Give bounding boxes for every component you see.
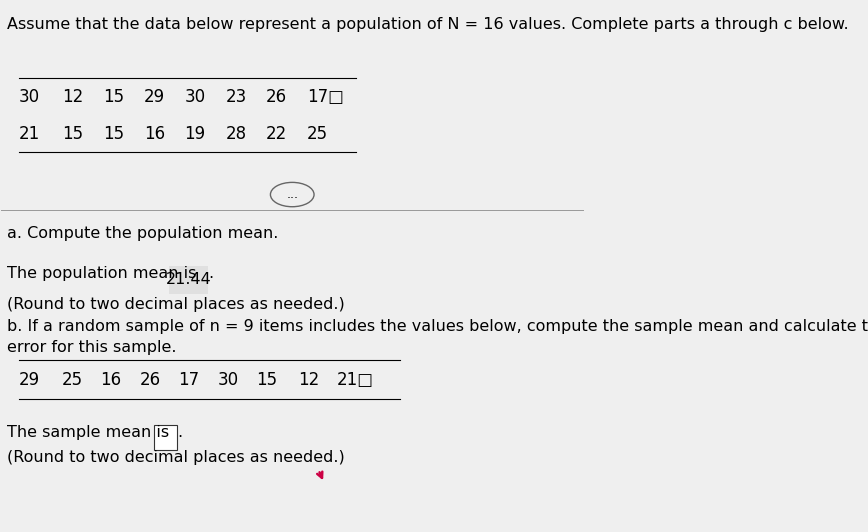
Text: 29: 29: [144, 88, 165, 106]
Text: (Round to two decimal places as needed.): (Round to two decimal places as needed.): [7, 297, 345, 312]
FancyBboxPatch shape: [169, 266, 208, 294]
FancyBboxPatch shape: [155, 425, 177, 450]
Text: 30: 30: [217, 371, 239, 389]
Text: 17: 17: [178, 371, 200, 389]
Text: error for this sample.: error for this sample.: [7, 340, 177, 355]
Text: 26: 26: [266, 88, 287, 106]
Text: 26: 26: [139, 371, 161, 389]
Text: a. Compute the population mean.: a. Compute the population mean.: [7, 226, 279, 242]
Text: 15: 15: [62, 124, 83, 143]
Text: 30: 30: [19, 88, 40, 106]
Text: 16: 16: [101, 371, 122, 389]
Text: 12: 12: [62, 88, 83, 106]
Text: The population mean is: The population mean is: [7, 266, 201, 281]
Text: 29: 29: [19, 371, 40, 389]
Text: 15: 15: [103, 124, 124, 143]
Text: .: .: [208, 266, 214, 281]
Text: 17□: 17□: [306, 88, 344, 106]
Text: 21: 21: [19, 124, 40, 143]
Text: (Round to two decimal places as needed.): (Round to two decimal places as needed.): [7, 450, 345, 464]
Text: 30: 30: [185, 88, 206, 106]
Text: 21.44: 21.44: [166, 272, 212, 287]
Text: 23: 23: [226, 88, 247, 106]
Text: ...: ...: [286, 188, 299, 201]
Text: 12: 12: [298, 371, 319, 389]
Text: Assume that the data below represent a population of N = 16 values. Complete par: Assume that the data below represent a p…: [7, 17, 849, 32]
Text: .: .: [178, 425, 183, 440]
Text: 15: 15: [103, 88, 124, 106]
Text: 21□: 21□: [337, 371, 374, 389]
Text: b. If a random sample of n = 9 items includes the values below, compute the samp: b. If a random sample of n = 9 items inc…: [7, 319, 868, 334]
Text: 22: 22: [266, 124, 287, 143]
Text: 25: 25: [62, 371, 82, 389]
Text: 28: 28: [226, 124, 247, 143]
Text: 25: 25: [306, 124, 328, 143]
Text: 16: 16: [144, 124, 165, 143]
Text: 19: 19: [185, 124, 206, 143]
Text: The sample mean is: The sample mean is: [7, 425, 174, 440]
Text: 15: 15: [256, 371, 277, 389]
